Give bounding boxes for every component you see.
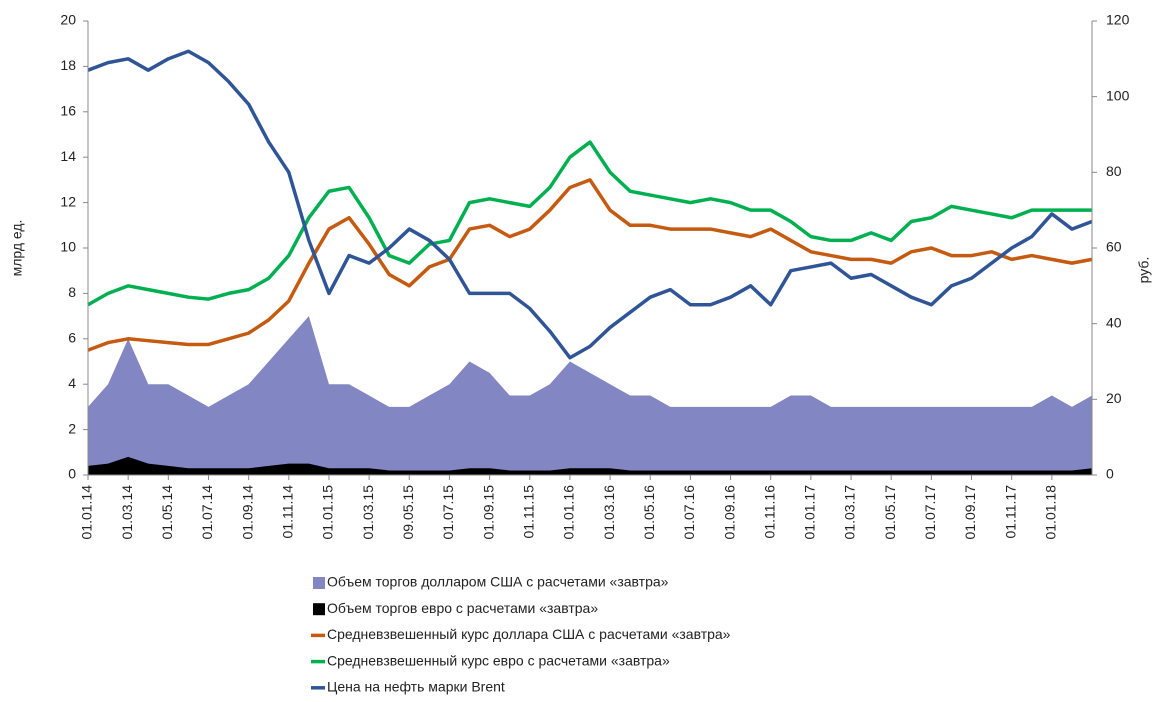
y-tick-label: 18: [60, 57, 76, 73]
legend-swatch: [313, 603, 325, 616]
x-tick-label: 01.03.16: [601, 485, 617, 540]
x-tick-label: 09.05.15: [400, 485, 416, 540]
legend-label: Средневзвешенный курс евро с расчетами «…: [327, 652, 670, 668]
legend-label: Объем торгов евро с расчетами «завтра»: [327, 600, 598, 616]
y-tick-label: 20: [60, 12, 76, 28]
x-tick-label: 01.05.14: [159, 485, 175, 540]
y2-tick-label: 120: [1106, 12, 1130, 28]
x-tick-label: 01.11.14: [280, 485, 296, 539]
line: [87, 140, 1092, 307]
y-tick-label: 12: [60, 193, 76, 209]
line: [87, 178, 1093, 352]
x-tick-label: 01.03.15: [360, 485, 376, 540]
y2-tick-label: 0: [1106, 466, 1114, 482]
y2-tick-label: 20: [1106, 390, 1122, 406]
y2-tick-label: 60: [1106, 239, 1122, 255]
x-tick-label: 01.07.14: [199, 485, 215, 540]
area: [88, 316, 1092, 475]
area: [88, 456, 1092, 475]
x-tick-label: 01.07.16: [681, 485, 697, 540]
y-tick-label: 2: [68, 420, 76, 436]
x-tick-label: 01.09.14: [239, 485, 255, 540]
x-tick-label: 01.05.17: [882, 485, 898, 540]
y2-axis-label: руб.: [1136, 257, 1152, 284]
x-tick-label: 01.09.15: [480, 485, 496, 540]
x-tick-label: 01.05.16: [641, 485, 657, 540]
y-tick-label: 16: [60, 103, 76, 119]
x-tick-label: 01.11.15: [520, 485, 536, 539]
y2-tick-label: 100: [1106, 87, 1130, 103]
x-tick-label: 01.09.17: [962, 485, 978, 540]
y-tick-label: 10: [60, 239, 76, 255]
y-axis-label: млрд ед.: [9, 220, 25, 277]
y-tick-label: 8: [68, 284, 76, 300]
x-tick-label: 01.11.16: [761, 485, 777, 539]
legend-label: Цена на нефть марки Brent: [327, 679, 505, 695]
y-tick-label: 4: [68, 375, 76, 391]
x-tick-label: 01.09.16: [721, 485, 737, 540]
y-tick-label: 14: [60, 148, 76, 164]
x-tick-label: 01.03.17: [842, 485, 858, 540]
x-tick-label: 01.07.17: [922, 485, 938, 540]
x-tick-label: 01.01.15: [320, 485, 336, 540]
x-tick-label: 01.01.18: [1043, 485, 1059, 540]
x-tick-label: 01.01.14: [79, 485, 95, 540]
line: [87, 49, 1093, 360]
legend-label: Средневзвешенный курс доллара США с расч…: [327, 626, 731, 642]
x-tick-label: 01.01.16: [561, 485, 577, 540]
x-tick-label: 01.07.15: [440, 485, 456, 540]
y-tick-label: 0: [68, 466, 76, 482]
y2-tick-label: 80: [1106, 163, 1122, 179]
y-tick-label: 6: [68, 330, 76, 346]
x-tick-label: 01.01.17: [802, 485, 818, 540]
x-tick-label: 01.03.14: [119, 485, 135, 540]
y2-tick-label: 40: [1106, 314, 1122, 330]
legend-swatch: [313, 577, 325, 589]
x-tick-label: 01.11.17: [1002, 485, 1018, 539]
legend-label: Объем торгов долларом США с расчетами «з…: [327, 574, 669, 590]
